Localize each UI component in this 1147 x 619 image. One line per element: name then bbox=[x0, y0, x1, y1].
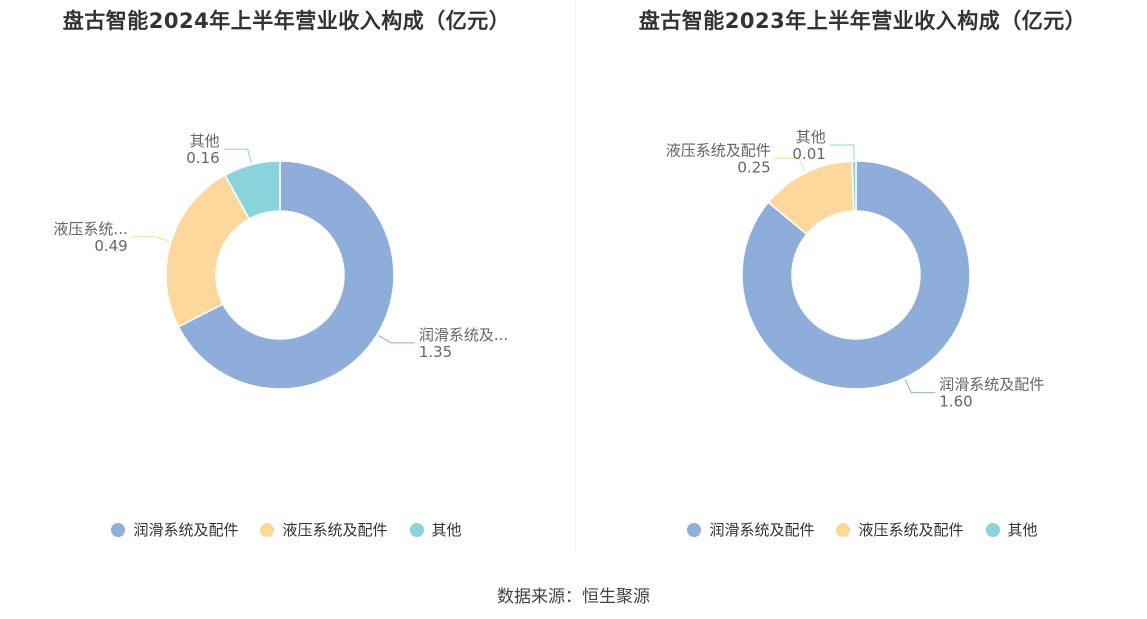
legend-item-other[interactable]: 其他 bbox=[409, 519, 462, 540]
panel-divider bbox=[575, 0, 576, 552]
legend-dot-lubrication bbox=[687, 522, 702, 537]
slice-other[interactable] bbox=[224, 160, 281, 220]
leader-line-hydraulic bbox=[774, 157, 806, 172]
legend-dot-other bbox=[409, 522, 424, 537]
slice-value-lubrication: 1.35 bbox=[419, 343, 452, 361]
legend-2023: 润滑系统及配件 液压系统及配件 其他 bbox=[576, 519, 1147, 540]
legend-item-lubrication[interactable]: 润滑系统及配件 bbox=[111, 519, 238, 540]
slice-value-hydraulic: 0.25 bbox=[737, 158, 770, 176]
slice-lubrication[interactable] bbox=[177, 160, 395, 390]
slice-label-lubrication: 润滑系统及配件 bbox=[939, 376, 1044, 394]
donut-chart-2024: 润滑系统及...1.35 液压系统...0.49 其他0.16 bbox=[53, 132, 508, 390]
chart-panel-2024: 盘古智能2024年上半年营业收入构成（亿元） 润滑系统及... 1.35 液压系统.… bbox=[0, 0, 573, 555]
leader-line-hydraulic bbox=[131, 236, 170, 242]
slice-value-hydraulic: 0.49 bbox=[94, 237, 127, 255]
legend-label-lubrication: 润滑系统及配件 bbox=[133, 521, 239, 539]
legend-item-other[interactable]: 其他 bbox=[985, 519, 1038, 540]
slice-hydraulic[interactable] bbox=[165, 174, 251, 328]
legend-2024: 润滑系统及配件 液压系统及配件 其他 bbox=[0, 519, 573, 540]
legend-item-lubrication[interactable]: 润滑系统及配件 bbox=[687, 519, 814, 540]
slice-value-other: 0.16 bbox=[186, 149, 219, 167]
slice-value-lubrication: 1.60 bbox=[939, 393, 972, 411]
legend-label-hydraulic: 液压系统及配件 bbox=[282, 521, 388, 539]
legend-dot-lubrication bbox=[111, 522, 126, 537]
legend-item-hydraulic[interactable]: 液压系统及配件 bbox=[260, 519, 388, 540]
legend-dot-hydraulic bbox=[836, 522, 851, 537]
legend-label-other: 其他 bbox=[1007, 521, 1038, 539]
legend-item-hydraulic[interactable]: 液压系统及配件 bbox=[836, 519, 964, 540]
leader-line-other bbox=[829, 144, 855, 160]
slice-label-hydraulic: 液压系统及配件 bbox=[666, 141, 771, 159]
chart-title-2024: 盘古智能2024年上半年营业收入构成（亿元） bbox=[62, 9, 511, 33]
legend-dot-other bbox=[985, 522, 1000, 537]
slice-label-other: 其他 bbox=[796, 128, 826, 146]
leader-line-lubrication bbox=[378, 335, 415, 344]
leader-line-other bbox=[223, 148, 252, 163]
chart-panel-2023: 盘古智能2023年上半年营业收入构成（亿元） 润滑系统及配件 1.60 液压系统及配… bbox=[576, 0, 1147, 555]
legend-label-hydraulic: 液压系统及配件 bbox=[858, 521, 964, 539]
chart-title-2023: 盘古智能2023年上半年营业收入构成（亿元） bbox=[638, 9, 1087, 33]
legend-label-lubrication: 润滑系统及配件 bbox=[709, 521, 815, 539]
slice-value-other: 0.01 bbox=[792, 145, 825, 163]
slice-label-other: 其他 bbox=[190, 132, 220, 150]
slice-label-hydraulic: 液压系统... bbox=[53, 220, 127, 238]
slice-other[interactable] bbox=[851, 160, 857, 212]
slice-lubrication[interactable] bbox=[741, 160, 971, 390]
slice-label-lubrication: 润滑系统及... bbox=[419, 326, 508, 344]
leader-line-lubrication bbox=[904, 379, 936, 394]
legend-label-other: 其他 bbox=[431, 521, 462, 539]
legend-dot-hydraulic bbox=[260, 522, 275, 537]
data-source-note: 数据来源：恒生聚源 bbox=[497, 587, 650, 607]
